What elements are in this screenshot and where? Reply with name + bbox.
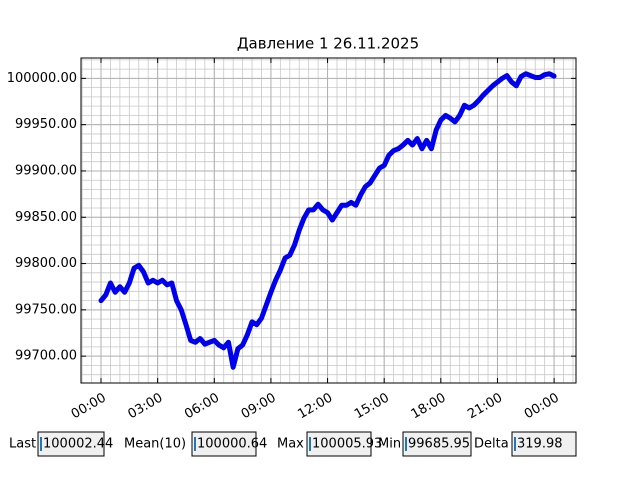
stat-box[interactable] bbox=[402, 431, 472, 457]
y-tick-label: 99850.00 bbox=[15, 210, 77, 225]
stat-box[interactable] bbox=[306, 431, 372, 457]
y-tick-label: 99700.00 bbox=[15, 349, 77, 364]
x-tick-label: 09:00 bbox=[239, 391, 279, 423]
x-tick-label: 21:00 bbox=[465, 391, 505, 423]
stat-box[interactable] bbox=[191, 431, 257, 457]
stat-value: 99685.95 bbox=[408, 437, 470, 452]
y-tick-label: 99800.00 bbox=[15, 256, 77, 271]
stat-label: Min bbox=[378, 437, 401, 452]
stat-label: Last bbox=[9, 437, 36, 452]
x-tick-label: 15:00 bbox=[352, 391, 392, 423]
stat-label: Max bbox=[277, 437, 304, 452]
stat-label: Delta bbox=[474, 437, 509, 452]
y-tick-label: 100000.00 bbox=[7, 71, 77, 86]
y-tick-label: 99950.00 bbox=[15, 117, 77, 132]
stat-value: 100002.44 bbox=[43, 437, 113, 452]
x-tick-label: 00:00 bbox=[522, 391, 562, 423]
x-tick-label: 03:00 bbox=[125, 391, 165, 423]
x-tick-label: 18:00 bbox=[409, 391, 449, 423]
stat-value: 100005.93 bbox=[312, 437, 382, 452]
x-tick-label: 12:00 bbox=[295, 391, 335, 423]
stat-label: Mean(10) bbox=[124, 437, 186, 452]
x-tick-label: 06:00 bbox=[182, 391, 222, 423]
y-tick-label: 99900.00 bbox=[15, 163, 77, 178]
data-line bbox=[98, 71, 557, 370]
plot-frame bbox=[80, 57, 577, 384]
chart-title: Давление 1 26.11.2025 bbox=[237, 35, 419, 53]
y-tick-label: 99750.00 bbox=[15, 302, 77, 317]
x-tick-label: 00:00 bbox=[69, 391, 109, 423]
stat-box[interactable] bbox=[37, 431, 105, 457]
stat-value: 100000.64 bbox=[197, 437, 267, 452]
stat-box[interactable] bbox=[511, 431, 577, 457]
stat-value: 319.98 bbox=[517, 437, 563, 452]
